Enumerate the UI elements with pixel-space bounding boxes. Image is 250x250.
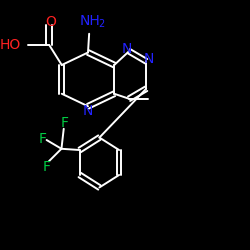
Text: N: N: [82, 104, 93, 118]
Text: F: F: [60, 116, 68, 130]
Text: N: N: [143, 52, 154, 66]
Text: NH: NH: [80, 14, 100, 28]
Text: F: F: [38, 132, 46, 146]
Text: N: N: [121, 42, 132, 56]
Text: 2: 2: [98, 19, 104, 29]
Text: O: O: [45, 15, 56, 29]
Text: HO: HO: [0, 38, 21, 52]
Text: F: F: [42, 160, 50, 174]
